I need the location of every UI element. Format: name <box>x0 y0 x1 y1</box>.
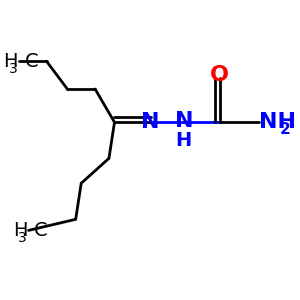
Text: C: C <box>24 52 38 71</box>
Text: NH: NH <box>259 112 296 132</box>
Text: 2: 2 <box>280 122 290 137</box>
Text: 3: 3 <box>9 62 17 76</box>
Text: C: C <box>34 221 48 240</box>
Text: H: H <box>13 221 27 240</box>
Text: H: H <box>3 52 17 71</box>
Text: N: N <box>175 111 193 131</box>
Text: N: N <box>141 112 160 132</box>
Text: 3: 3 <box>18 231 27 245</box>
Text: H: H <box>176 131 192 150</box>
Text: O: O <box>210 65 229 85</box>
